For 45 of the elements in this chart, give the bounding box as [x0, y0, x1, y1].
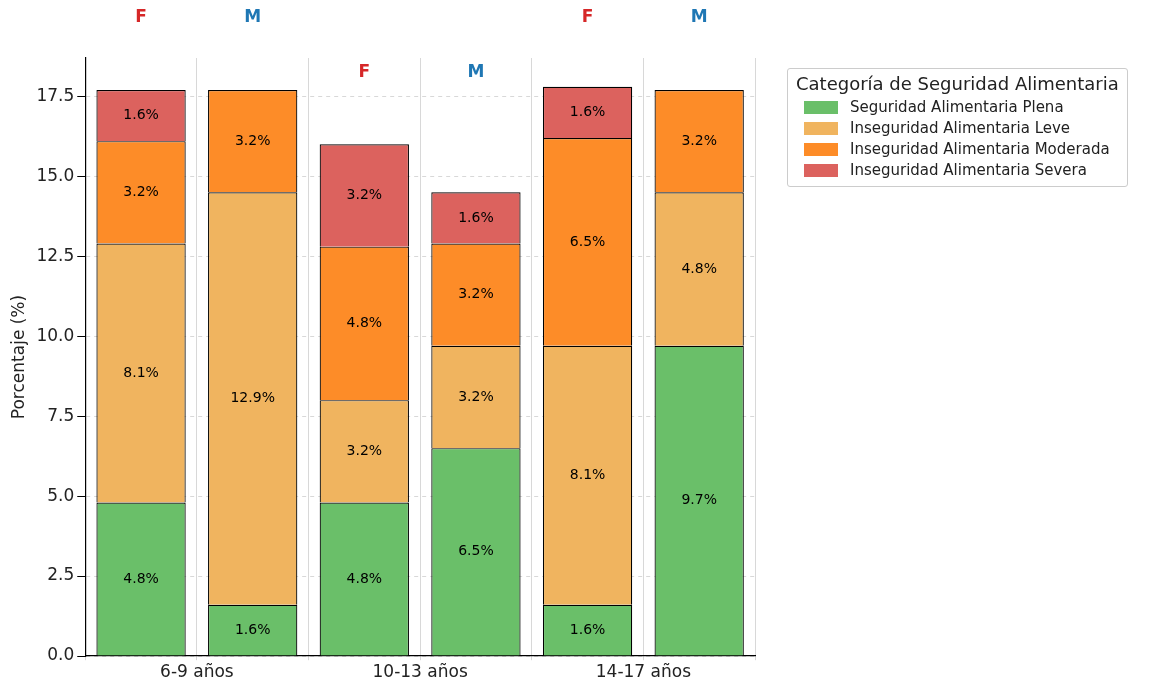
- x-tick-label: M: [467, 60, 485, 81]
- data-label: 3.2%: [346, 186, 383, 203]
- data-label: 4.8%: [346, 569, 383, 586]
- y-tick-label: 5.0: [47, 484, 75, 505]
- data-label: 8.1%: [123, 363, 159, 380]
- data-label: 6.5%: [458, 542, 494, 559]
- data-label: 8.1%: [569, 465, 606, 482]
- legend-label: Seguridad Alimentaria Plena: [850, 98, 1064, 116]
- x-tick-label: M: [244, 6, 262, 27]
- y-tick-label: 17.5: [36, 84, 75, 105]
- y-tick-label: 7.5: [47, 404, 75, 425]
- text: 6-9 años: [160, 661, 234, 682]
- y-tick-label: 0.0: [47, 644, 75, 665]
- legend-label: Inseguridad Alimentaria Leve: [850, 119, 1071, 137]
- data-label: 9.7%: [681, 491, 717, 508]
- y-tick-label: 15.0: [36, 164, 75, 185]
- data-label: 3.2%: [681, 131, 717, 148]
- y-axis-title: Porcentaje (%): [7, 294, 28, 420]
- data-label: 1.6%: [458, 208, 494, 225]
- data-label: 1.6%: [569, 620, 606, 637]
- x-tick-label: F: [581, 6, 594, 27]
- data-label: 4.8%: [123, 569, 159, 586]
- data-label: 1.6%: [569, 103, 606, 119]
- legend-label: Inseguridad Alimentaria Severa: [850, 161, 1087, 179]
- data-label: 3.2%: [234, 131, 271, 148]
- text: 14-17 años: [595, 661, 692, 682]
- data-label: 1.6%: [234, 620, 271, 637]
- legend-label: Inseguridad Alimentaria Moderada: [850, 140, 1110, 158]
- y-tick-label: 2.5: [47, 564, 75, 585]
- data-label: 12.9%: [230, 389, 275, 406]
- data-label: 6.5%: [569, 232, 606, 249]
- data-label: 3.2%: [346, 441, 383, 458]
- data-label: 4.8%: [346, 314, 383, 331]
- data-label: 3.2%: [123, 182, 159, 199]
- y-tick-label: 10.0: [36, 324, 75, 345]
- data-label: 3.2%: [458, 285, 494, 302]
- text: 10-13 años: [372, 661, 468, 682]
- x-tick-label: F: [135, 6, 147, 27]
- legend-title: Categoría de Seguridad Alimentaria: [796, 73, 1119, 94]
- x-tick-label: M: [690, 6, 708, 27]
- x-tick-label: F: [358, 60, 371, 81]
- data-label: 1.6%: [123, 106, 159, 123]
- y-tick-label: 12.5: [36, 244, 75, 265]
- data-label: 4.8%: [681, 259, 717, 276]
- data-label: 3.2%: [458, 387, 494, 404]
